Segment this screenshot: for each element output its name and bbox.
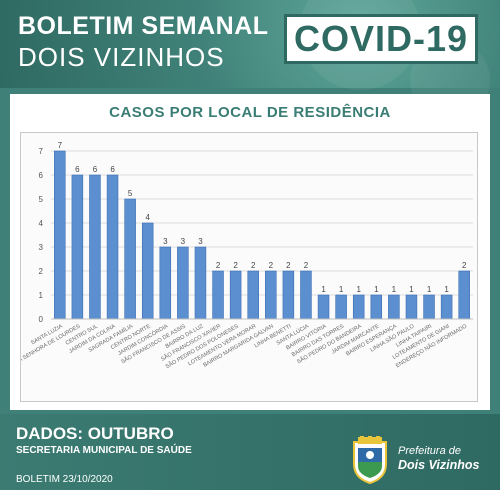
bar-value-label: 2 <box>233 261 238 270</box>
y-tick-label: 5 <box>39 195 44 204</box>
bar-value-label: 2 <box>286 261 291 270</box>
covid-badge-label: COVID-19 <box>293 18 469 59</box>
bar-value-label: 2 <box>251 261 256 270</box>
bar <box>423 294 435 320</box>
bulletin-date: BOLETIM 23/10/2020 <box>16 474 113 485</box>
bar <box>335 294 347 320</box>
prefeitura-label: Prefeitura de <box>398 445 461 457</box>
bar <box>124 198 136 320</box>
bar <box>352 294 365 320</box>
city-crest-icon <box>353 436 387 484</box>
bar-value-label: 1 <box>374 285 379 294</box>
y-tick-label: 4 <box>39 219 44 228</box>
bulletin-title: BOLETIM SEMANAL <box>18 12 269 40</box>
y-tick-label: 3 <box>39 243 44 252</box>
bar-value-label: 1 <box>409 285 414 294</box>
y-tick-label: 6 <box>39 171 44 180</box>
header-banner: BOLETIM SEMANAL DOIS VIZINHOS COVID-19 <box>0 0 500 120</box>
source-department: SECRETARIA MUNICIPAL DE SAÚDE <box>16 445 192 456</box>
y-tick-label: 1 <box>39 291 44 300</box>
bar-value-label: 1 <box>427 285 432 294</box>
y-tick-label: 2 <box>39 267 44 276</box>
bar <box>282 270 295 320</box>
bar <box>106 174 119 320</box>
bar-value-label: 2 <box>216 261 221 270</box>
bar-value-label: 3 <box>198 237 203 246</box>
covid-badge: COVID-19 <box>284 14 478 64</box>
bar <box>177 246 189 320</box>
footer-banner: DADOS: OUTUBRO SECRETARIA MUNICIPAL DE S… <box>0 414 500 490</box>
bar-value-label: 1 <box>356 285 361 294</box>
bar-value-label: 6 <box>75 165 80 174</box>
bar <box>141 222 154 320</box>
bar <box>388 294 400 320</box>
bar-value-label: 2 <box>304 261 309 270</box>
y-tick-label: 0 <box>39 315 44 324</box>
bar-value-label: 4 <box>145 213 150 222</box>
bar-value-label: 7 <box>58 141 63 150</box>
prefeitura-name: Dois Vizinhos <box>398 458 480 472</box>
bar-value-label: 6 <box>93 165 98 174</box>
y-tick-label: 7 <box>39 147 44 156</box>
bar-value-label: 1 <box>444 285 449 294</box>
bar <box>405 294 418 320</box>
bar <box>212 270 224 320</box>
city-name: DOIS VIZINHOS <box>18 42 225 72</box>
bar <box>440 294 453 320</box>
bar <box>370 294 383 320</box>
bar <box>159 246 172 320</box>
bar-value-label: 2 <box>462 261 467 270</box>
bar-value-label: 3 <box>163 237 168 246</box>
bar <box>265 270 277 320</box>
bar <box>54 150 66 320</box>
bar-value-label: 2 <box>269 261 274 270</box>
bar-value-label: 1 <box>392 285 397 294</box>
bar <box>247 270 259 320</box>
bar <box>89 174 101 320</box>
bar-value-label: 6 <box>110 165 115 174</box>
plot-area: 0 1 2 3 4 5 6 7 7 SANTA LUZIA 6 ...SA SENHORA DE LO… <box>20 132 478 402</box>
bar <box>300 270 312 320</box>
bar <box>71 174 84 320</box>
bar <box>458 270 470 320</box>
bar-value-label: 1 <box>321 285 326 294</box>
bar-value-label: 3 <box>181 237 186 246</box>
bar-value-label: 1 <box>339 285 344 294</box>
bar <box>194 246 207 320</box>
bar-value-label: 5 <box>128 189 133 198</box>
chart-title: CASOS POR LOCAL DE RESIDÊNCIA <box>109 104 391 121</box>
data-period: DADOS: OUTUBRO <box>16 424 174 443</box>
bar <box>229 270 242 320</box>
bar <box>317 294 330 320</box>
